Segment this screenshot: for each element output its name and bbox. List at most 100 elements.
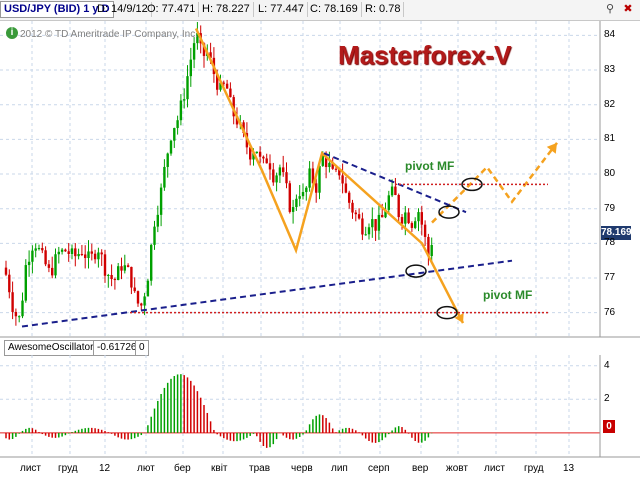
candle-up [404, 212, 407, 224]
candle-up [321, 155, 324, 166]
candle-down [225, 83, 229, 89]
candle-up [192, 43, 196, 60]
candle-up [24, 265, 27, 301]
candle-up [384, 209, 387, 218]
candle-down [84, 254, 87, 259]
date-value: D: 14/9/12 [94, 2, 152, 17]
range-value: R: 0.78 [362, 2, 405, 17]
candle-up [183, 99, 186, 101]
magnifier-icon[interactable]: ⚲ [605, 3, 615, 15]
candle-up [169, 140, 173, 154]
candle-down [130, 266, 133, 288]
candle-up [34, 248, 37, 251]
candle-down [361, 218, 364, 235]
symbol-label[interactable]: USD/JPY (BID) 1 y D [0, 1, 114, 18]
candle-up [275, 175, 278, 183]
candle-down [324, 155, 328, 168]
candle-down [315, 183, 318, 193]
candle-down [381, 214, 384, 218]
candle-down [126, 265, 130, 267]
candle-down [140, 303, 143, 306]
price-tick-label: 82 [604, 98, 616, 110]
navy-dashed-upper [323, 152, 467, 214]
price-tick-label: 84 [604, 29, 616, 41]
x-tick-label: груд [58, 463, 78, 474]
candle-down [407, 212, 410, 224]
candle-down [394, 186, 397, 196]
candle-down [258, 151, 262, 157]
x-tick-label: лип [331, 463, 348, 474]
candle-up [87, 251, 90, 259]
candle-down [357, 214, 361, 219]
candle-up [318, 165, 321, 193]
candle-down [113, 279, 117, 281]
candle-down [80, 253, 84, 255]
x-tick-label: черв [291, 463, 313, 474]
candle-up [153, 226, 156, 245]
candle-up [57, 251, 60, 255]
candle-up [371, 219, 374, 228]
price-tick-label: 79 [604, 202, 616, 214]
last-price-badge: 78.169 [601, 226, 632, 240]
candle-up [387, 195, 390, 210]
price-tick-label: 78 [604, 237, 616, 249]
candle-up [278, 167, 282, 176]
highlight-ellipse [438, 205, 460, 219]
pivot-label-lower: pivot MF [483, 288, 533, 302]
price-tick-label: 76 [604, 306, 616, 318]
candle-down [354, 212, 357, 215]
candle-up [219, 82, 222, 90]
candle-down [8, 274, 11, 293]
candle-down [74, 248, 77, 257]
candle-down [341, 175, 344, 184]
candle-up [97, 252, 100, 260]
candle-up [176, 120, 179, 129]
candle-down [202, 43, 206, 56]
x-tick-label: лист [484, 463, 506, 474]
highlight-ellipse [405, 264, 427, 278]
candle-down [41, 248, 44, 251]
candle-up [21, 300, 24, 317]
low-value: L: 77.447 [255, 2, 308, 17]
candle-up [364, 234, 367, 236]
candle-up [189, 59, 192, 77]
candle-down [282, 167, 285, 173]
info-icon[interactable]: i [6, 27, 18, 39]
indicator-name[interactable]: AwesomeOscillator [4, 340, 98, 356]
candle-down [351, 202, 354, 213]
close-icon[interactable]: ✖ [623, 3, 633, 15]
candle-down [235, 116, 239, 125]
x-tick-label: квіт [211, 463, 228, 474]
candle-down [120, 266, 123, 271]
candle-up [255, 151, 258, 154]
candle-down [209, 52, 212, 58]
candle-down [110, 274, 113, 280]
price-tick-label: 83 [604, 64, 616, 76]
oscillator-chart [0, 355, 640, 458]
candle-up [60, 249, 64, 252]
candle-up [54, 254, 57, 276]
osc-tick-label: 4 [604, 359, 610, 371]
candle-up [117, 266, 120, 281]
brand-title: Masterforex-V [338, 40, 512, 70]
candle-up [77, 253, 80, 257]
candle-up [252, 153, 255, 160]
candle-down [67, 251, 70, 254]
candle-down [100, 252, 103, 255]
oscillator-zero-badge: 0 [603, 420, 615, 433]
candle-down [338, 169, 341, 176]
candle-down [311, 168, 315, 184]
candle-up [196, 33, 199, 44]
candle-down [14, 311, 18, 317]
candle-down [331, 162, 334, 169]
candle-up [179, 100, 183, 121]
candle-down [11, 292, 14, 312]
candle-down [285, 172, 288, 184]
candle-down [272, 169, 275, 183]
candle-down [216, 74, 219, 90]
candle-down [93, 253, 97, 260]
candle-down [44, 250, 47, 265]
candle-up [308, 168, 311, 188]
candle-up [150, 244, 153, 281]
candle-up [305, 187, 308, 193]
